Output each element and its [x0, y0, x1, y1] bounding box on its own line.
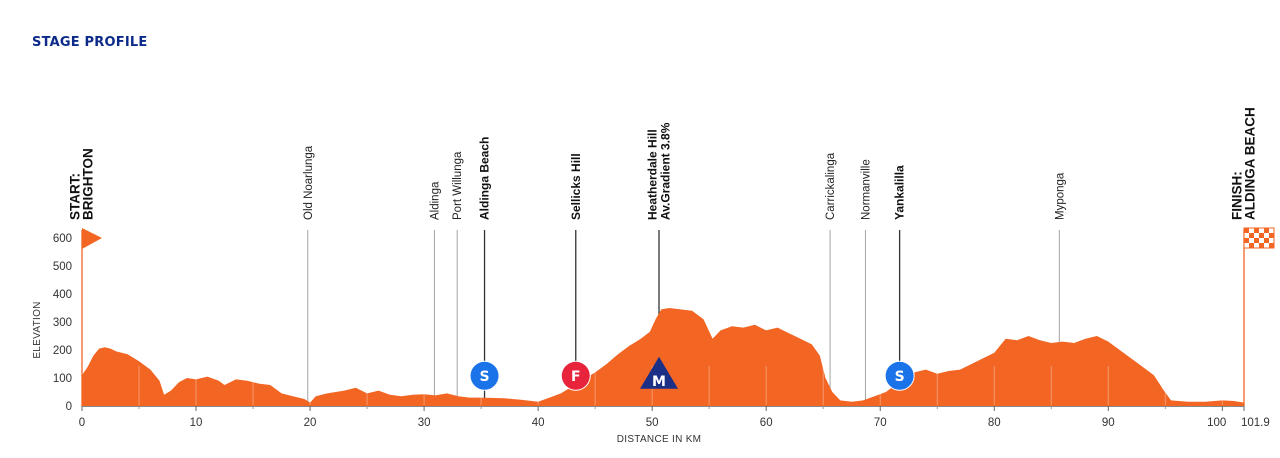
svg-text:S: S: [479, 369, 489, 385]
place-label: Carrickalinga: [825, 152, 837, 220]
svg-text:M: M: [652, 374, 666, 390]
place-label: Av.Gradient 3.8%: [659, 122, 673, 220]
place-label: Sellicks Hill: [569, 153, 583, 220]
svg-text:F: F: [571, 369, 581, 385]
tick-labels: 0 10 20 30 40 50 60 70 80 90 100 101.9 0 100 200 300 400…: [53, 233, 1270, 429]
x-tick-label: 20: [304, 417, 317, 429]
x-tick-label: 40: [532, 417, 545, 429]
x-tick-label: 101.9: [1241, 417, 1270, 429]
place-label: FINISH:: [1230, 171, 1245, 220]
x-tick-label: 90: [1102, 417, 1115, 429]
place-label: Normanville: [860, 159, 872, 220]
x-tick-label: 80: [988, 417, 1001, 429]
place-markers: START:BRIGHTON Old Noarlunga Aldinga Port W…: [68, 107, 1258, 406]
place-label: Port Willunga: [452, 151, 464, 220]
place-label: Myponga: [1054, 172, 1066, 220]
place-label: Aldinga: [429, 181, 441, 220]
x-axis-title: DISTANCE IN KM: [617, 434, 702, 445]
y-tick-label: 400: [53, 289, 72, 301]
y-tick-label: 500: [53, 261, 72, 273]
y-tick-label: 100: [53, 373, 72, 385]
place-label: START:: [68, 173, 83, 220]
y-tick-label: 200: [53, 345, 72, 357]
start-flag-icon: [82, 228, 102, 249]
place-label: Old Noarlunga: [303, 145, 315, 220]
x-tick-label: 60: [760, 417, 773, 429]
start-finish-flags: [82, 227, 1275, 249]
finish-flag-icon: [1243, 227, 1275, 249]
x-tick-label: 50: [646, 417, 659, 429]
elevation-profile-area: [82, 308, 1244, 406]
svg-text:S: S: [895, 369, 905, 385]
feed-marker: F: [560, 360, 591, 391]
section-heading: STAGE PROFILE: [32, 35, 148, 50]
place-label: Yankalilla: [893, 165, 907, 220]
x-tick-label: 10: [190, 417, 203, 429]
place-label: Aldinga Beach: [478, 137, 492, 220]
sprint-marker: S: [469, 360, 500, 391]
place-label: Heatherdale Hill: [646, 129, 660, 220]
profile-grid-lines: [138, 366, 1223, 405]
mountain-marker: M: [640, 356, 679, 390]
y-tick-label: 0: [66, 401, 72, 413]
sprint-marker: S: [884, 360, 915, 391]
place-label: ALDINGA BEACH: [1243, 107, 1258, 220]
y-axis-title: ELEVATION: [32, 301, 43, 358]
x-tick-label: 100: [1207, 417, 1226, 429]
y-tick-label: 600: [53, 233, 72, 245]
x-tick-label: 0: [79, 417, 85, 429]
x-tick-label: 70: [874, 417, 887, 429]
x-tick-label: 30: [418, 417, 431, 429]
y-tick-label: 300: [53, 317, 72, 329]
place-label: BRIGHTON: [81, 148, 96, 220]
